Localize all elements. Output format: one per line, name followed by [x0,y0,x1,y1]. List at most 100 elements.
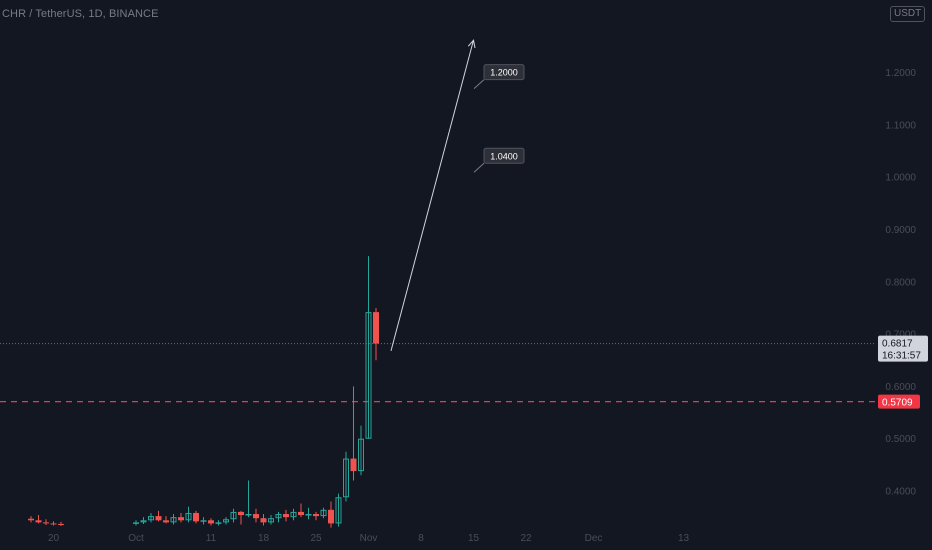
candle [43,519,49,525]
x-tick-label: Oct [128,533,144,544]
x-tick-label: 13 [678,533,690,544]
candle [268,515,274,525]
x-tick-label: 22 [520,533,532,544]
candle [343,451,349,502]
candle [178,512,184,523]
candle-body [50,523,57,525]
symbol-title[interactable]: CHR / TetherUS, 1D, BINANCE [2,8,159,20]
candle-body [178,517,184,521]
candles [28,256,379,528]
callout-pointer [473,162,485,173]
candle [50,521,57,526]
candle-body [313,514,319,517]
candle [365,256,372,439]
y-tick-label: 0.7000 [885,330,916,341]
candle-body [253,514,259,519]
candle [58,521,64,527]
candle-body [358,438,364,472]
candle-body [155,516,162,521]
x-tick-label: 15 [468,533,480,544]
candle-body [238,511,244,516]
x-tick-label: 20 [48,533,60,544]
x-tick-label: Dec [585,533,603,544]
price-lines [0,343,876,403]
callout-label: 1.0400 [490,151,518,161]
candle [238,510,244,525]
x-tick-label: 11 [206,533,217,544]
candle-body [320,509,327,517]
y-tick-label: 0.8000 [885,277,916,288]
y-tick-label: 1.2000 [885,68,916,79]
candle [140,517,147,524]
price-callout: 1.2000 [473,64,525,89]
callout-label: 1.2000 [490,68,518,78]
candle-body [215,522,222,524]
candle [350,386,357,481]
candle-body [170,517,177,523]
x-axis: 20 Oct 11 18 25 Nov 8 15 22 Dec 13 [48,533,690,544]
candle [335,493,342,527]
callout-box [483,64,525,81]
support-price-tag-bg [878,394,920,409]
candle-body [268,518,274,523]
candle-body [305,514,312,516]
countdown-label: 16:31:57 [882,351,921,362]
candle [35,515,42,524]
projection-arrow-line [390,40,474,351]
candle [163,516,169,524]
y-axis: 0.4000 0.5000 0.6000 0.7000 0.8000 0.9000 1.00… [885,68,916,497]
candle [283,509,289,522]
candle-body [185,512,192,521]
candle-body [260,518,267,523]
candle-body [328,509,334,524]
candle [290,508,297,521]
candle-body [230,511,237,520]
candle [185,506,192,523]
candle-body [28,518,34,521]
support-price-label: 0.5709 [882,398,913,409]
candle-body [58,523,64,525]
candle-body [290,511,297,518]
candle-body [283,514,289,518]
support-price-tag: 0.5709 [878,394,920,409]
x-tick-label: Nov [360,533,378,544]
current-price-tag-bg [878,335,928,362]
candle [215,520,222,526]
candle-body [35,520,42,523]
candle-body [298,511,304,516]
y-tick-label: 1.0000 [885,173,916,184]
candle [305,507,312,520]
candle-body [335,497,342,524]
candle-body [148,516,154,521]
candle [373,307,379,361]
currency-button[interactable]: USDT [890,6,926,22]
y-tick-label: 1.1000 [885,120,916,131]
candle [155,510,162,522]
projection-arrow-head [467,39,476,49]
x-tick-label: 25 [310,533,322,544]
candle-body [208,520,214,524]
y-tick-label: 0.9000 [885,225,916,236]
candle [260,514,267,526]
callout-box [483,147,525,164]
candle [328,501,334,528]
current-price-label: 0.6817 [882,339,913,350]
candle-body [140,520,147,523]
candle [313,511,319,521]
candle-body [163,520,169,523]
candle-body [350,458,357,472]
price-callout: 1.0400 [473,147,525,173]
y-tick-label: 0.4000 [885,487,916,498]
candle [298,503,304,518]
candle [133,520,139,526]
y-tick-label: 0.5000 [885,434,916,445]
candle [148,512,154,523]
candle [193,510,199,524]
candle-body [200,520,207,522]
candle-body [245,514,252,516]
candle [320,507,327,519]
candle-body [365,312,372,439]
candle-body [343,458,349,498]
